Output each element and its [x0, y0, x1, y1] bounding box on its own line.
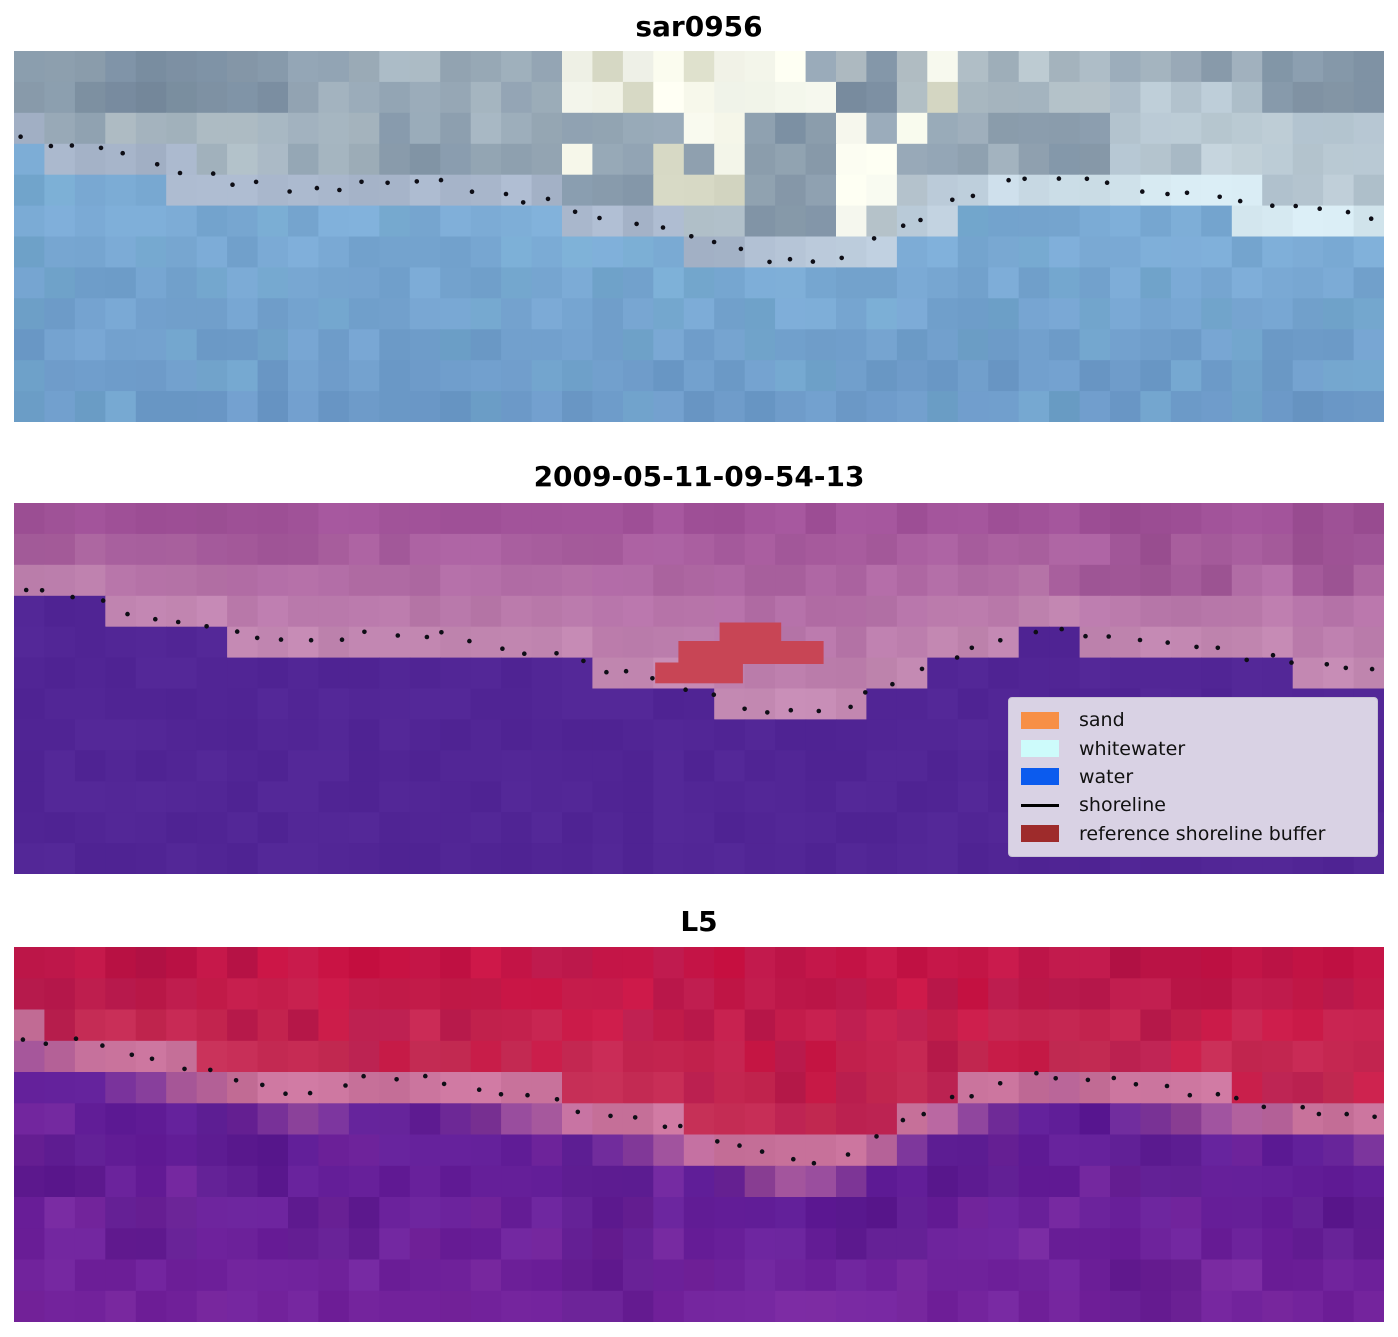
legend-label: whitewater: [1079, 737, 1186, 760]
legend-color-swatch: [1021, 740, 1059, 758]
panel-title-l5: L5: [680, 905, 718, 938]
legend-item-sand: sand: [1021, 707, 1365, 733]
legend-shoreline-line-sample: [1021, 803, 1059, 807]
legend-item-shoreline: shoreline: [1021, 792, 1365, 818]
legend-label: reference shoreline buffer: [1079, 822, 1326, 845]
legend-item-reference-shoreline-buffer: reference shoreline buffer: [1021, 821, 1365, 847]
legend-color-swatch: [1021, 711, 1059, 729]
legend-label: sand: [1079, 709, 1125, 732]
legend-color-swatch: [1021, 825, 1059, 843]
legend-item-water: water: [1021, 764, 1365, 790]
sar0956-pixel-mosaic: [14, 51, 1384, 422]
panel-classified-image: sand whitewater water shoreline reference sh…: [14, 503, 1384, 874]
panel-l5-image: [14, 947, 1384, 1322]
legend-label: shoreline: [1079, 794, 1166, 817]
legend-label: water: [1079, 765, 1134, 788]
panel-title-sar0956: sar0956: [635, 10, 763, 43]
l5-pixel-mosaic: [14, 947, 1384, 1322]
legend-item-whitewater: whitewater: [1021, 736, 1365, 762]
legend: sand whitewater water shoreline reference sh…: [1008, 697, 1378, 857]
panel-sar0956-image: [14, 51, 1384, 422]
panel-title-classified: 2009-05-11-09-54-13: [533, 460, 865, 493]
legend-color-swatch: [1021, 768, 1059, 786]
